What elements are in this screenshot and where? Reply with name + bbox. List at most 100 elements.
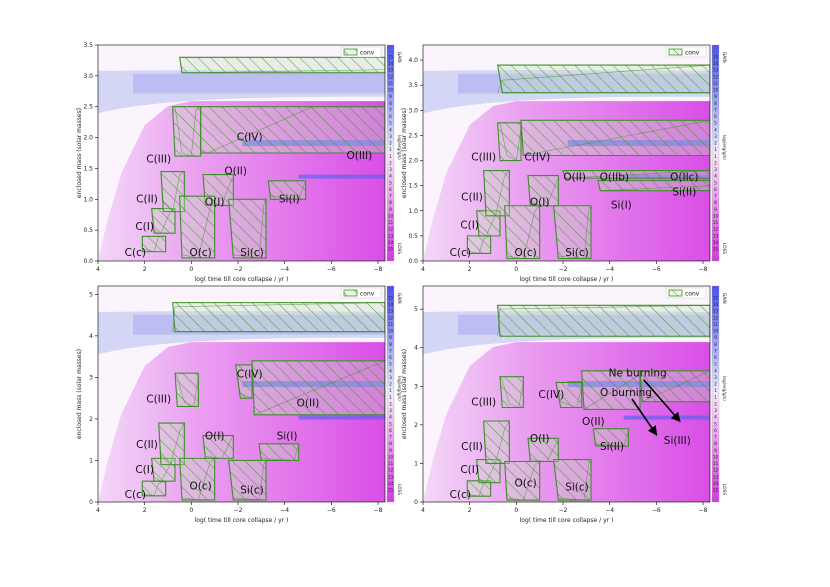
- colorbar-tick: 1: [714, 395, 717, 401]
- colorbar-top-label: GAIN: [721, 293, 727, 304]
- colorbar-bar: [711, 285, 720, 503]
- colorbar-tick: 2: [389, 141, 392, 147]
- convective-boundary: [499, 376, 524, 408]
- region-label: O(II): [582, 416, 605, 428]
- y-tick-label: 3: [414, 383, 418, 390]
- colorbar-tick: 15: [713, 296, 719, 302]
- region-label: C(II): [136, 439, 158, 451]
- legend-box: [340, 46, 382, 58]
- x-tick-label: −6: [652, 507, 661, 514]
- colorbar-top-label: GAIN: [396, 52, 402, 63]
- colorbar-tick: 8: [714, 200, 717, 206]
- legend-box: [340, 287, 382, 299]
- colorbar-tick: 2: [389, 401, 392, 407]
- colorbar-tick: 7: [714, 107, 717, 113]
- colorbar-tick: 4: [714, 415, 717, 421]
- region-label: C(c): [125, 489, 146, 501]
- colorbar-tick: 12: [388, 227, 394, 233]
- colorbar-bar: [386, 44, 395, 262]
- colorbar-tick: 11: [713, 322, 719, 328]
- colorbar-tick: 12: [713, 74, 719, 80]
- colorbar-tick: 10: [388, 213, 394, 219]
- legend-swatch: [668, 289, 683, 297]
- region-label: Si(I): [611, 199, 632, 211]
- colorbar-tick: 8: [389, 441, 392, 447]
- region-label: Si(I): [277, 431, 298, 443]
- colorbar-tick: 3: [714, 408, 717, 414]
- colorbar-tick: 8: [714, 101, 717, 107]
- convective-boundary: [174, 373, 199, 407]
- convective-zone: [174, 372, 199, 408]
- x-tick-label: −4: [280, 507, 289, 514]
- colorbar-tick: 6: [389, 355, 392, 361]
- convective-boundary: [200, 106, 385, 154]
- region-label: O(IIc): [670, 172, 698, 184]
- region-label: O(I): [205, 196, 225, 208]
- colorbar-tick: 14: [388, 481, 394, 487]
- convective-boundary: [555, 382, 582, 408]
- convective-boundary: [142, 236, 166, 253]
- colorbar-tick: 8: [389, 342, 392, 348]
- colorbar-tick: 13: [388, 309, 394, 315]
- y-tick-label: 3.0: [408, 107, 418, 114]
- convective-boundary: [228, 199, 267, 259]
- region-label: Si(c): [240, 485, 264, 497]
- convective-boundary: [179, 196, 215, 259]
- y-tick-label: 0.0: [408, 258, 418, 265]
- axes-frame: [422, 285, 711, 503]
- colorbar-tick: 2: [714, 160, 717, 166]
- region-label: C(II): [136, 193, 158, 205]
- y-tick-label: 2.5: [83, 104, 93, 111]
- colorbar-tick: 1: [714, 388, 717, 394]
- colorbar-tick: 12: [713, 315, 719, 321]
- x-axis-label: log( time till core collapse / yr ): [520, 517, 614, 524]
- colorbar-tick: 1: [714, 147, 717, 153]
- region-label: C(I): [460, 464, 479, 476]
- region-label: C(c): [125, 247, 146, 259]
- colorbar-tick: 6: [389, 187, 392, 193]
- convective-boundary: [202, 174, 234, 206]
- colorbar-tick: 1: [389, 395, 392, 401]
- colorbar-tick: 1: [389, 147, 392, 153]
- region-label: C(III): [146, 393, 171, 405]
- convective-boundary: [483, 419, 510, 464]
- colorbar-tick: 11: [713, 461, 719, 467]
- convective-boundary: [527, 175, 559, 207]
- colorbar-tick: 1: [389, 154, 392, 160]
- gain-streak: [623, 415, 710, 420]
- x-tick-label: −6: [652, 266, 661, 273]
- colorbar: 1514131211109876543211234567891011121314…: [711, 285, 727, 503]
- colorbar-tick: 11: [388, 220, 394, 226]
- y-tick-label: 4: [89, 333, 93, 340]
- region-label: O(III): [346, 150, 372, 162]
- convective-zone: [258, 443, 300, 462]
- annotation-arrow: [643, 379, 681, 423]
- colorbar-bar: [711, 44, 720, 262]
- colorbar-tick: 10: [713, 454, 719, 460]
- convective-boundary: [268, 180, 306, 200]
- colorbar-tick: 9: [389, 207, 392, 213]
- colorbar-tick: 12: [388, 468, 394, 474]
- colorbar-tick: 8: [389, 200, 392, 206]
- x-tick-label: −2: [559, 266, 568, 273]
- region-label: O(c): [190, 247, 212, 259]
- colorbar-tick: 3: [714, 167, 717, 173]
- region-label: C(III): [146, 153, 171, 165]
- convective-boundary: [179, 57, 385, 74]
- convective-boundary: [553, 459, 592, 501]
- x-tick-label: 0: [189, 266, 193, 273]
- colorbar-tick: 7: [389, 435, 392, 441]
- colorbar-label: log(erg/g/s): [721, 376, 727, 401]
- region-label: C(II): [461, 192, 483, 204]
- colorbar-tick: 7: [389, 107, 392, 113]
- x-tick-label: −4: [605, 507, 614, 514]
- region-label: C(I): [135, 464, 154, 476]
- convective-zone: [497, 64, 710, 94]
- colorbar-tick: 10: [388, 88, 394, 94]
- y-tick-label: 1: [414, 460, 418, 467]
- colorbar-tick: 15: [388, 488, 394, 494]
- legend-box: [665, 46, 707, 58]
- x-tick-label: 0: [514, 507, 518, 514]
- x-tick-label: 0: [514, 266, 518, 273]
